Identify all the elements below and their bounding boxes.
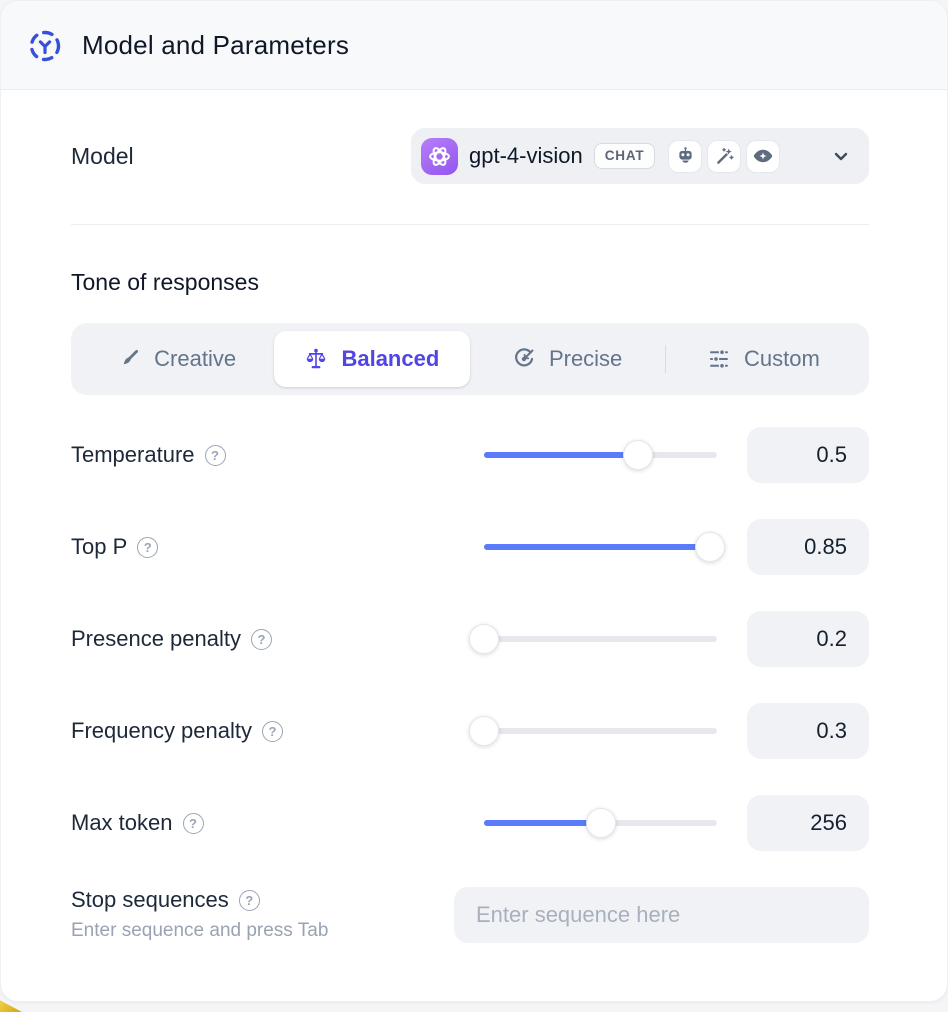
chevron-down-icon[interactable] — [829, 144, 853, 168]
model-row: Model gpt-4-vision CHAT — [71, 128, 869, 184]
presence-penalty-label: Presence penalty — [71, 626, 241, 651]
model-label: Model — [71, 142, 134, 169]
temperature-row: Temperature 0.5 — [71, 427, 869, 483]
stop-sequences-labels: Stop sequences Enter sequence and press … — [71, 887, 328, 942]
tone-tab-bar: Creative Balanced — [71, 323, 869, 395]
slider-fill — [484, 820, 601, 826]
top-p-label: Top P — [71, 534, 128, 559]
vision-eye-icon — [746, 139, 781, 173]
presence-penalty-value[interactable]: 0.2 — [747, 611, 869, 667]
stop-sequences-input[interactable] — [454, 887, 869, 943]
help-icon[interactable] — [262, 720, 283, 742]
stop-sequences-label: Stop sequences — [71, 887, 229, 912]
openai-logo-icon — [421, 137, 458, 175]
chat-mode-badge: CHAT — [593, 143, 656, 169]
target-icon — [512, 347, 536, 371]
frequency-penalty-value[interactable]: 0.3 — [747, 703, 869, 759]
presence-penalty-slider[interactable] — [469, 624, 717, 654]
balance-scale-icon — [304, 347, 328, 371]
panel-header: Model and Parameters — [1, 1, 947, 90]
background-accent-shape — [0, 1000, 22, 1012]
presence-penalty-row: Presence penalty 0.2 — [71, 611, 869, 667]
slider-fill — [484, 452, 638, 458]
max-token-row: Max token 256 — [71, 795, 869, 851]
max-token-slider[interactable] — [484, 808, 717, 838]
help-icon[interactable] — [204, 444, 226, 466]
temperature-slider[interactable] — [484, 440, 717, 470]
tab-balanced[interactable]: Balanced — [274, 331, 470, 387]
stop-sequences-row: Stop sequences Enter sequence and press … — [71, 887, 869, 943]
stop-sequences-hint: Enter sequence and press Tab — [71, 920, 329, 941]
tab-divider — [664, 345, 666, 373]
parameter-sliders: Temperature 0.5 Top P — [71, 427, 869, 851]
tab-custom[interactable]: Custom — [666, 331, 861, 387]
tab-label: Custom — [743, 346, 820, 371]
tab-label: Balanced — [341, 346, 440, 371]
help-icon[interactable] — [238, 889, 260, 911]
temperature-label: Temperature — [71, 442, 195, 467]
tab-label: Precise — [548, 346, 623, 371]
frequency-penalty-slider[interactable] — [469, 716, 717, 746]
tab-precise[interactable]: Precise — [470, 331, 665, 387]
temperature-value[interactable]: 0.5 — [747, 427, 869, 483]
help-icon[interactable] — [251, 628, 272, 650]
tab-creative[interactable]: Creative — [79, 331, 274, 387]
slider-thumb[interactable] — [469, 624, 499, 654]
tone-heading: Tone of responses — [71, 269, 259, 295]
slider-thumb[interactable] — [469, 716, 499, 746]
slider-thumb[interactable] — [695, 532, 725, 562]
slider-thumb[interactable] — [585, 808, 616, 838]
tab-label: Creative — [154, 346, 237, 371]
max-token-label: Max token — [71, 810, 173, 835]
top-p-slider[interactable] — [484, 532, 725, 562]
help-icon[interactable] — [182, 812, 204, 834]
robot-icon — [668, 139, 703, 173]
magic-wand-icon — [707, 139, 742, 173]
slider-track[interactable] — [484, 728, 717, 734]
paintbrush-icon — [117, 347, 141, 371]
slider-fill — [484, 544, 710, 550]
slider-track[interactable] — [484, 636, 717, 642]
max-token-value[interactable]: 256 — [747, 795, 869, 851]
help-icon[interactable] — [137, 536, 159, 558]
top-p-row: Top P 0.85 — [71, 519, 869, 575]
sliders-icon — [707, 347, 731, 371]
frequency-penalty-label: Frequency penalty — [71, 718, 252, 743]
model-select[interactable]: gpt-4-vision CHAT — [411, 128, 869, 184]
capability-badges — [668, 139, 781, 173]
model-parameters-icon — [25, 25, 65, 65]
section-divider — [71, 224, 869, 225]
frequency-penalty-row: Frequency penalty 0.3 — [71, 703, 869, 759]
panel-title: Model and Parameters — [82, 29, 350, 60]
slider-thumb[interactable] — [622, 440, 653, 470]
selected-model-name: gpt-4-vision — [469, 143, 583, 168]
top-p-value[interactable]: 0.85 — [747, 519, 869, 575]
